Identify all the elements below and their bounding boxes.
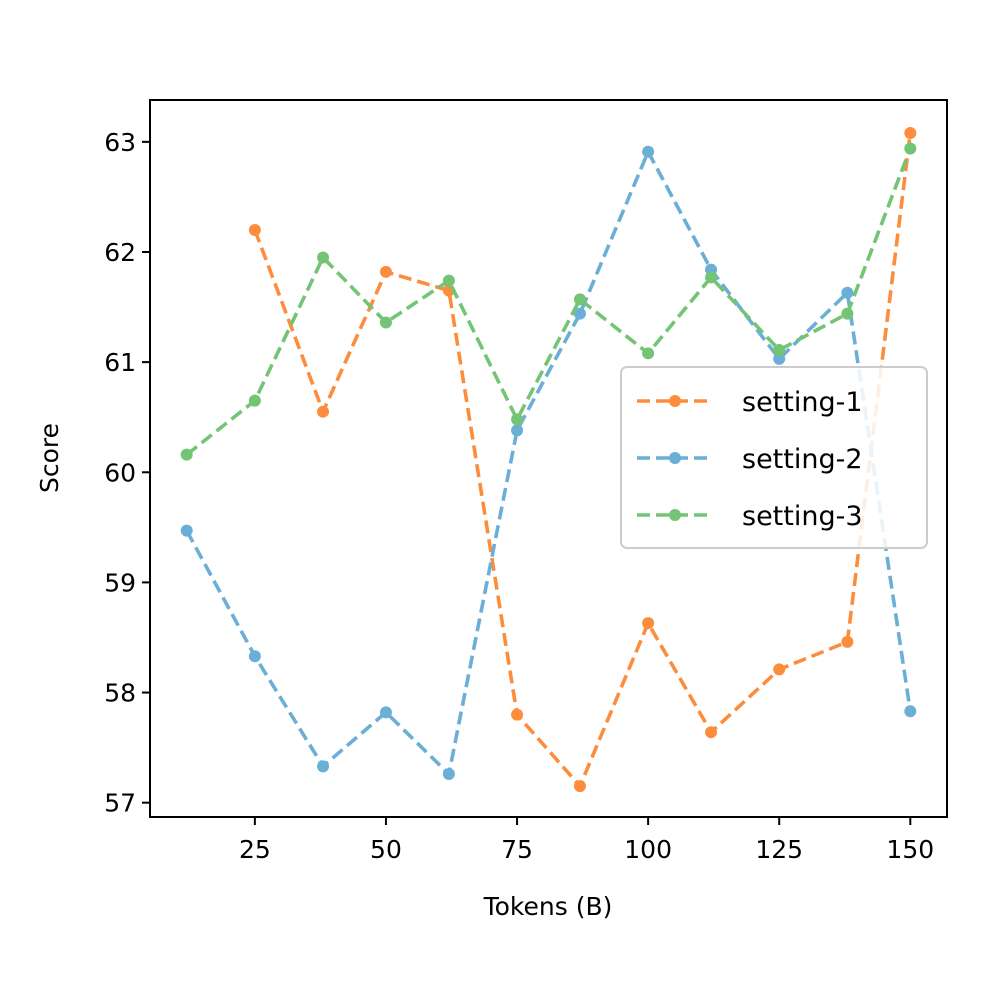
legend-item: setting-3 bbox=[637, 501, 863, 532]
data-point bbox=[904, 705, 917, 718]
data-point bbox=[511, 424, 524, 437]
data-point bbox=[442, 768, 455, 781]
data-point bbox=[248, 394, 261, 407]
x-tick-label: 25 bbox=[239, 835, 271, 864]
data-point bbox=[248, 223, 261, 236]
y-axis-title: Score bbox=[35, 423, 64, 493]
data-point bbox=[773, 344, 786, 357]
series-layer bbox=[180, 127, 917, 793]
data-point bbox=[841, 635, 854, 648]
data-point bbox=[180, 448, 193, 461]
legend-box bbox=[620, 366, 928, 549]
data-point bbox=[573, 293, 586, 306]
data-point bbox=[379, 265, 392, 278]
data-point bbox=[317, 760, 330, 773]
data-point bbox=[705, 271, 718, 284]
x-tick-label: 100 bbox=[624, 835, 672, 864]
data-point bbox=[904, 142, 917, 155]
x-axis-title: Tokens (B) bbox=[483, 892, 613, 921]
y-tick-label: 61 bbox=[104, 348, 136, 377]
data-point bbox=[379, 316, 392, 329]
data-point bbox=[642, 617, 655, 630]
data-point bbox=[642, 347, 655, 360]
data-point bbox=[180, 524, 193, 537]
y-tick-label: 60 bbox=[104, 458, 136, 487]
x-tick-label: 125 bbox=[755, 835, 803, 864]
data-point bbox=[642, 145, 655, 158]
y-tick-label: 57 bbox=[104, 789, 136, 818]
data-point bbox=[511, 413, 524, 426]
data-point bbox=[248, 650, 261, 663]
data-point bbox=[773, 663, 786, 676]
y-tick-label: 59 bbox=[104, 568, 136, 597]
data-point bbox=[573, 307, 586, 320]
data-point bbox=[511, 708, 524, 721]
legend-swatch-marker bbox=[669, 395, 681, 407]
legend: setting-1 setting-2 setting-3 bbox=[620, 366, 928, 549]
series-setting-1 bbox=[248, 127, 917, 793]
legend-label: setting-1 bbox=[742, 387, 863, 418]
data-point bbox=[705, 726, 718, 739]
series-setting-2 bbox=[180, 145, 917, 781]
y-tick-label: 62 bbox=[104, 238, 136, 267]
data-point bbox=[317, 251, 330, 264]
y-axis-ticks: 57 58 59 60 61 62 63 bbox=[104, 128, 150, 818]
legend-item: setting-2 bbox=[637, 444, 863, 475]
legend-label: setting-3 bbox=[742, 501, 863, 532]
data-point bbox=[904, 127, 917, 140]
data-point bbox=[841, 286, 854, 299]
x-axis-ticks: 25 50 75 100 125 150 bbox=[239, 817, 934, 864]
legend-swatch-marker bbox=[669, 452, 681, 464]
data-point bbox=[317, 405, 330, 418]
legend-label: setting-2 bbox=[742, 444, 863, 475]
y-tick-label: 63 bbox=[104, 128, 136, 157]
data-point bbox=[573, 780, 586, 793]
data-point bbox=[773, 352, 786, 365]
series-line bbox=[185, 147, 912, 457]
y-tick-label: 58 bbox=[104, 679, 136, 708]
legend-swatch-marker bbox=[669, 509, 681, 521]
x-tick-label: 75 bbox=[501, 835, 533, 864]
series-setting-3 bbox=[180, 142, 917, 461]
data-point bbox=[379, 706, 392, 719]
x-tick-label: 150 bbox=[886, 835, 934, 864]
plot-frame bbox=[149, 99, 948, 818]
series-line bbox=[185, 149, 913, 776]
legend-item: setting-1 bbox=[637, 387, 863, 418]
data-point bbox=[442, 274, 455, 287]
x-tick-label: 50 bbox=[370, 835, 402, 864]
data-point bbox=[841, 307, 854, 320]
